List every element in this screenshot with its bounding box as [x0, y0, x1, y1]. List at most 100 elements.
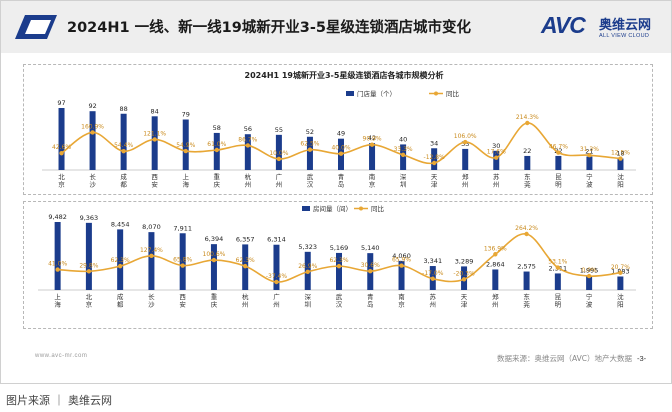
- yoy-point: [243, 263, 248, 269]
- bar: [54, 222, 61, 290]
- page-title: 2024H1 一线、新一线19城新开业3-5星级连锁酒店城市变化: [67, 20, 472, 36]
- yoy-point: [524, 231, 529, 237]
- bar: [306, 136, 313, 170]
- bar: [117, 229, 124, 290]
- yoy-value-label: 121.1%: [143, 130, 166, 137]
- category-label: 苏州: [430, 292, 437, 309]
- category-label: 西安: [179, 293, 186, 309]
- bar: [617, 158, 624, 170]
- room-count-chart-panel: 房间量（间） 同比 9,482 上海 9,363 北京 8,454 成都 8,070 长沙 7,91…: [23, 201, 653, 329]
- category-label: 武汉: [336, 292, 343, 309]
- yoy-value-label: 29.8%: [79, 262, 98, 269]
- bar-value-label: 49: [337, 130, 345, 138]
- yoy-value-label: 30.6%: [361, 262, 380, 269]
- category-label: 东莞: [524, 172, 531, 189]
- yoy-value-label: 61.0%: [207, 141, 226, 148]
- category-label: 青岛: [367, 292, 374, 309]
- category-label: 西安: [151, 173, 158, 189]
- bar-value-label: 34: [430, 139, 438, 147]
- bar-value-label: 56: [244, 125, 252, 133]
- yoy-value-label: 214.3%: [516, 114, 539, 121]
- yoy-point: [59, 151, 64, 156]
- bar-value-label: 97: [57, 99, 65, 107]
- legend-line-label: 同比: [371, 204, 385, 213]
- category-label: 广州: [276, 172, 283, 189]
- legend-bar-label: 房间量（间）: [313, 204, 352, 213]
- yoy-point: [338, 151, 344, 156]
- category-label: 重庆: [214, 173, 221, 189]
- yoy-value-label: 54.4%: [114, 142, 133, 149]
- category-label: 成都: [117, 292, 124, 309]
- bar: [336, 252, 342, 290]
- yoy-value-label: -17.0%: [422, 270, 444, 277]
- bar-value-label: 92: [88, 102, 96, 110]
- category-label: 广州: [273, 292, 280, 309]
- category-label: 长沙: [148, 292, 155, 309]
- category-label: 天津: [431, 173, 438, 189]
- yoy-point: [586, 273, 592, 279]
- chart-title: 2024H1 19城新开业3-5星级连锁酒店各城市规模分析: [245, 70, 444, 80]
- yoy-value-label: 100.6%: [203, 251, 226, 258]
- yoy-point: [463, 139, 468, 145]
- yoy-value-label: 40.0%: [331, 145, 350, 152]
- yoy-value-label: 17.6%: [487, 149, 506, 156]
- data-source-note: 数据来源：奥维云网（AVC）地产大数据: [497, 354, 633, 363]
- category-label: 武汉: [307, 172, 314, 189]
- yoy-point: [336, 263, 342, 269]
- category-label: 天津: [461, 293, 468, 309]
- yoy-point: [90, 130, 95, 135]
- yoy-value-label: 54.9%: [176, 142, 195, 149]
- yoy-value-label: 53.1%: [548, 259, 567, 266]
- yoy-point: [55, 267, 60, 272]
- yoy-value-label: 65.8%: [173, 257, 192, 264]
- bar: [275, 134, 282, 170]
- bar-value-label: 84: [151, 107, 159, 115]
- yoy-point: [399, 263, 404, 268]
- yoy-point: [555, 265, 561, 270]
- yoy-value-label: 65.9%: [392, 257, 411, 264]
- yoy-point: [121, 148, 126, 154]
- yoy-value-label: 31.3%: [580, 146, 599, 153]
- yoy-point: [493, 252, 498, 257]
- category-label: 成都: [120, 172, 127, 189]
- bar-value-label: 5,140: [361, 244, 380, 252]
- legend-line-label: 同比: [446, 89, 460, 98]
- yoy-value-label: -37.4%: [266, 273, 288, 280]
- category-label: 杭州: [242, 292, 249, 309]
- yoy-value-label: 106.0%: [454, 133, 477, 140]
- bar: [179, 233, 186, 290]
- yoy-point: [431, 160, 437, 166]
- bar: [554, 273, 561, 290]
- category-label: 东莞: [523, 292, 530, 309]
- legend-bar-label: 门店量（个）: [357, 89, 396, 98]
- category-label: 郑州: [462, 173, 469, 189]
- category-label: 南京: [398, 292, 405, 309]
- bar-value-label: 5,323: [298, 243, 317, 251]
- bar: [586, 275, 593, 290]
- bar-value-label: 88: [119, 105, 127, 113]
- category-label: 沈阳: [617, 292, 624, 309]
- bar-value-label: 40: [399, 135, 407, 143]
- bar: [148, 232, 155, 290]
- category-label: 宁波: [586, 292, 593, 309]
- bar: [210, 244, 217, 290]
- category-label: 昆明: [555, 293, 562, 309]
- category-label: 宁波: [586, 172, 593, 189]
- bar: [555, 155, 562, 170]
- bar-value-label: 5,169: [330, 244, 349, 252]
- bar: [58, 108, 65, 170]
- category-label: 沈阳: [617, 172, 624, 189]
- bar: [273, 244, 280, 290]
- yoy-point: [556, 150, 561, 155]
- store-count-chart-panel: 2024H1 19城新开业3-5星级连锁酒店各城市规模分析门店量（个） 同比 97 北…: [23, 64, 653, 195]
- yoy-point: [461, 277, 467, 282]
- yoy-point: [525, 120, 530, 126]
- category-label: 北京: [58, 173, 65, 189]
- yoy-value-label: 0.0%: [581, 267, 597, 274]
- page-number: -3-: [637, 354, 647, 363]
- bar: [523, 271, 530, 290]
- bar-value-label: 6,357: [236, 235, 255, 243]
- legend-line-marker: [434, 91, 438, 96]
- category-label: 长沙: [89, 172, 96, 189]
